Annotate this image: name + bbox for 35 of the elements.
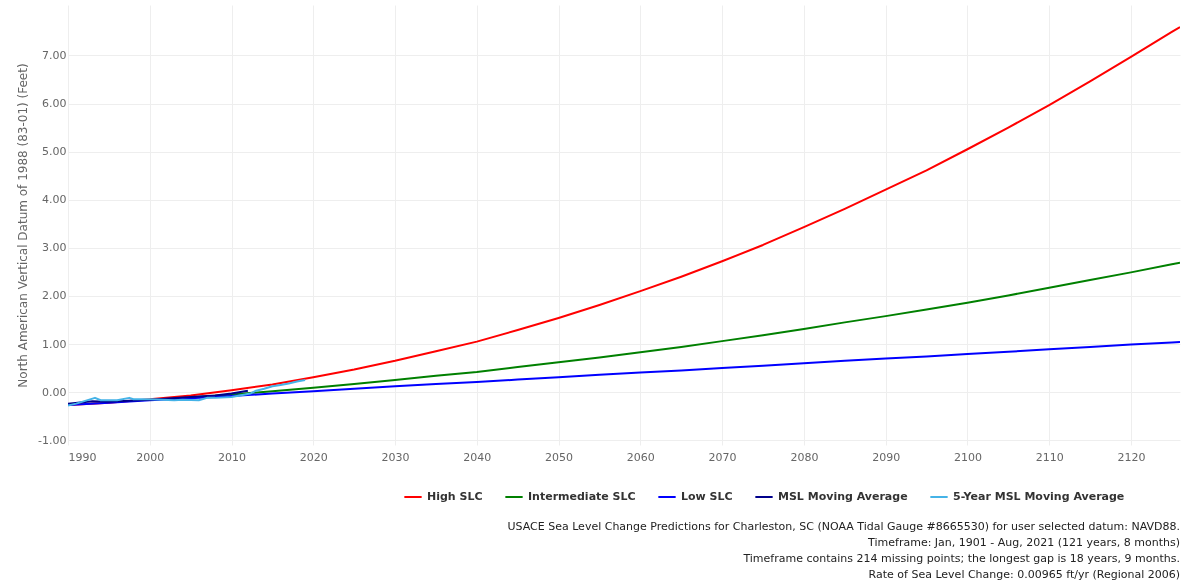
- legend-label: 5-Year MSL Moving Average: [953, 490, 1125, 503]
- y-tick-label: 2.00: [42, 289, 67, 303]
- legend-label: MSL Moving Average: [778, 490, 908, 503]
- x-tick-label: 2080: [790, 450, 819, 464]
- text: Rate of Sea Level Change: 0.00965 ft/yr (Regional 2006): [868, 568, 1180, 581]
- y-tick-label: 1.00: [42, 337, 67, 351]
- y-tick-label: 6.00: [42, 97, 67, 111]
- legend-label: High SLC: [427, 490, 483, 503]
- y-axis-title: North American Vertical Datum of 1988 (83-01) (Feet): [16, 63, 31, 388]
- x-tick-label: 2010: [218, 450, 247, 464]
- x-tick-label: 2020: [299, 450, 328, 464]
- y-tick-label: 5.00: [42, 145, 67, 159]
- x-tick-label: 2030: [381, 450, 410, 464]
- y-tick-label: -1.00: [38, 433, 67, 447]
- x-tick-label: 2120: [1117, 450, 1146, 464]
- text: USACE Sea Level Change Predictions for Charleston, SC (NOAA Tidal Gauge #8665530) for user selected datum: NAVD88.: [507, 520, 1180, 533]
- line-series: [68, 389, 249, 405]
- x-tick-label: 2040: [463, 450, 492, 464]
- text: Timeframe: Jan, 1901 - Aug, 2021 (121 years, 8 months): [867, 536, 1180, 549]
- y-tick-label: 7.00: [42, 48, 67, 62]
- line-series: [68, 379, 307, 407]
- y-tick-label: 0.00: [42, 385, 67, 399]
- text: Timeframe contains 214 missing points; the longest gap is 18 years, 9 months.: [742, 552, 1180, 565]
- legend-label: Low SLC: [681, 490, 733, 503]
- y-tick-label: 3.00: [42, 241, 67, 255]
- x-tick-label: 2070: [708, 450, 737, 464]
- x-tick-label: 2050: [545, 450, 574, 464]
- x-tick-label: 2090: [872, 450, 901, 464]
- x-tick-label: 2000: [136, 450, 165, 464]
- x-tick-label: 1990: [68, 450, 97, 464]
- legend-label: Intermediate SLC: [528, 490, 636, 503]
- x-tick-label: 2100: [953, 450, 982, 464]
- y-tick-label: 4.00: [42, 193, 67, 207]
- x-tick-label: 2110: [1035, 450, 1064, 464]
- x-tick-label: 2060: [626, 450, 655, 464]
